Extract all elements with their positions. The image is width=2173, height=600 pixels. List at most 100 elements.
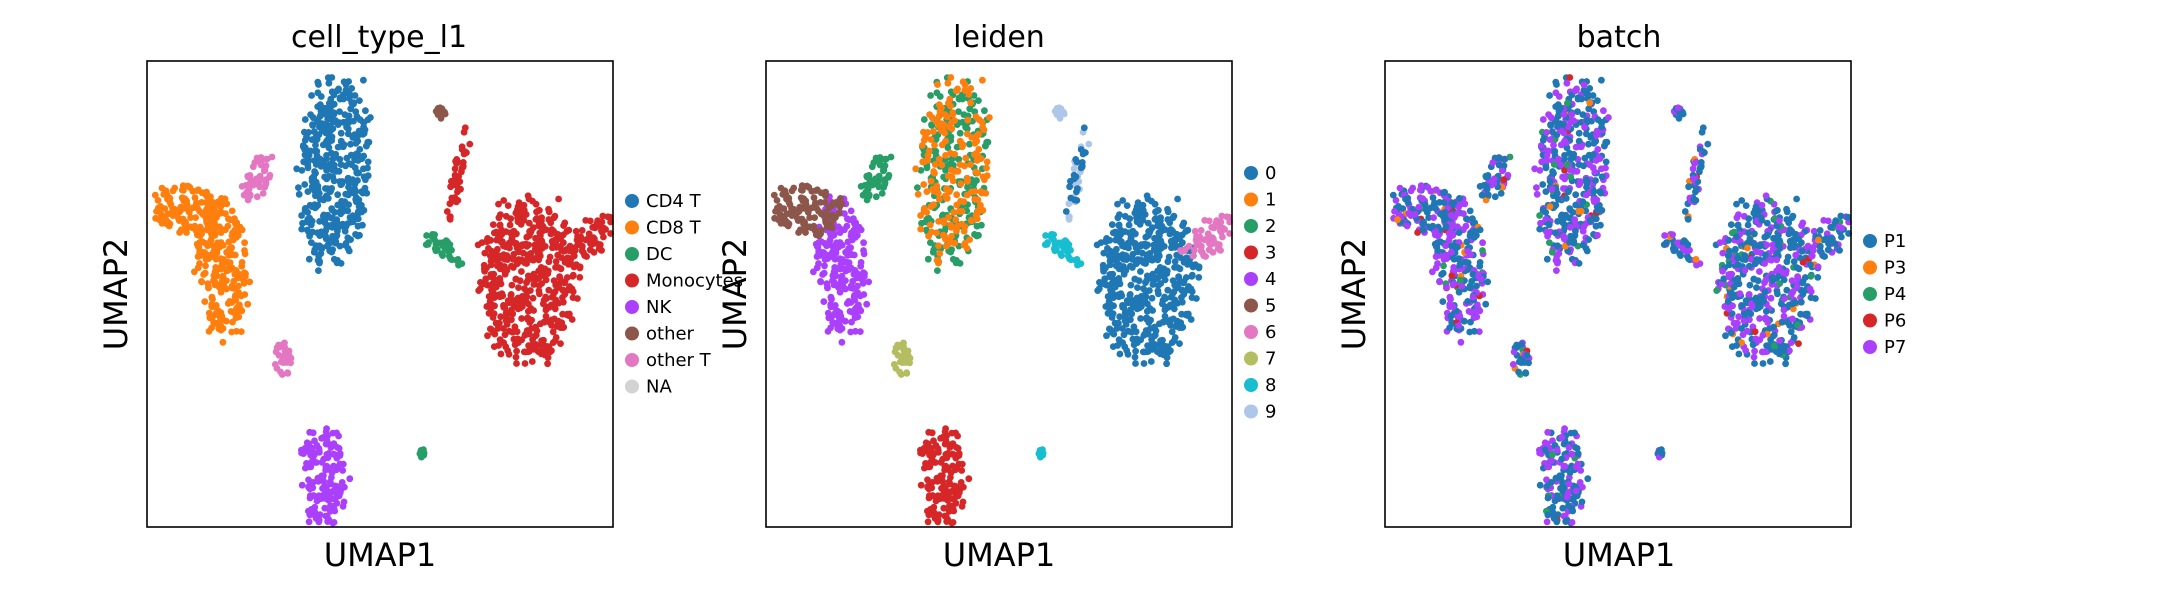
data-point (1569, 507, 1577, 515)
data-point (327, 444, 335, 451)
data-point (1543, 152, 1551, 159)
data-point (1179, 247, 1187, 255)
data-point (917, 212, 924, 219)
data-point (577, 236, 584, 244)
data-point (222, 317, 230, 325)
data-point (951, 168, 959, 175)
data-point (233, 234, 240, 241)
data-point (1051, 247, 1059, 255)
data-point (1536, 449, 1543, 457)
data-point (1479, 239, 1486, 247)
data-point (1554, 155, 1562, 163)
data-point (935, 218, 942, 225)
data-point (1446, 324, 1453, 332)
data-point (569, 261, 576, 269)
data-point (810, 194, 818, 202)
data-point (439, 252, 446, 259)
data-point (478, 239, 486, 247)
data-point (521, 360, 529, 367)
data-point (194, 204, 201, 212)
data-point (1157, 217, 1164, 225)
legend-label: DC (646, 244, 672, 265)
data-point (942, 137, 950, 145)
data-point (512, 209, 520, 217)
data-point (1679, 244, 1687, 252)
data-point (1727, 221, 1735, 229)
data-point (217, 288, 225, 296)
data-point (1471, 327, 1478, 335)
data-point (245, 173, 253, 181)
data-point (770, 191, 778, 199)
data-point (1776, 337, 1783, 344)
data-point (1539, 136, 1547, 144)
data-point (317, 111, 325, 118)
data-point (1548, 185, 1556, 193)
data-point (1775, 241, 1782, 249)
data-point (211, 281, 219, 289)
data-point (836, 229, 844, 237)
data-point (967, 99, 975, 107)
data-point (1153, 207, 1161, 215)
data-point (1543, 482, 1551, 490)
data-point (960, 241, 968, 249)
data-point (326, 489, 334, 497)
data-point (328, 239, 335, 246)
data-point (931, 161, 939, 168)
data-point (1742, 347, 1750, 354)
data-point (973, 177, 980, 184)
data-point (308, 92, 315, 99)
data-point (191, 222, 199, 230)
data-point (307, 221, 315, 229)
legend-label: 0 (1265, 163, 1276, 184)
data-point (1592, 177, 1599, 184)
data-point (1552, 474, 1560, 482)
data-point (1125, 244, 1132, 252)
data-point (1758, 216, 1766, 224)
data-point (515, 297, 523, 305)
data-point (1763, 342, 1770, 349)
data-point (961, 162, 968, 170)
data-point (1154, 256, 1162, 264)
data-point (924, 255, 932, 263)
data-point (345, 116, 353, 124)
data-point (1171, 244, 1179, 251)
data-point (293, 165, 301, 173)
data-point (1581, 154, 1589, 162)
data-point (943, 517, 951, 525)
data-point (1585, 140, 1592, 148)
data-point (1558, 434, 1566, 442)
data-point (1594, 146, 1602, 153)
data-point (930, 168, 937, 175)
data-point (153, 208, 160, 215)
data-point (808, 187, 816, 195)
data-point (360, 123, 367, 131)
data-point (1163, 360, 1170, 368)
data-point (1543, 129, 1550, 136)
data-point (1780, 312, 1788, 320)
data-point (1759, 360, 1767, 367)
data-point (927, 136, 935, 144)
data-point (1455, 203, 1463, 211)
data-point (1550, 161, 1558, 168)
data-point (1147, 358, 1155, 365)
data-point (1759, 332, 1767, 339)
data-point (532, 323, 539, 331)
data-point (1500, 176, 1508, 184)
data-point (971, 196, 979, 203)
data-point (229, 251, 237, 259)
data-point (553, 299, 561, 306)
data-point (948, 173, 956, 181)
data-point (1602, 138, 1610, 146)
data-point (1131, 275, 1139, 283)
data-point (823, 223, 831, 231)
data-point (952, 216, 960, 224)
data-point (348, 161, 355, 169)
data-point (1793, 195, 1800, 203)
data-point (1563, 144, 1571, 152)
data-point (1132, 360, 1139, 367)
data-point (542, 312, 550, 320)
data-point (344, 191, 352, 199)
legend-marker (625, 379, 639, 394)
data-point (1168, 339, 1176, 346)
data-point (968, 217, 975, 225)
